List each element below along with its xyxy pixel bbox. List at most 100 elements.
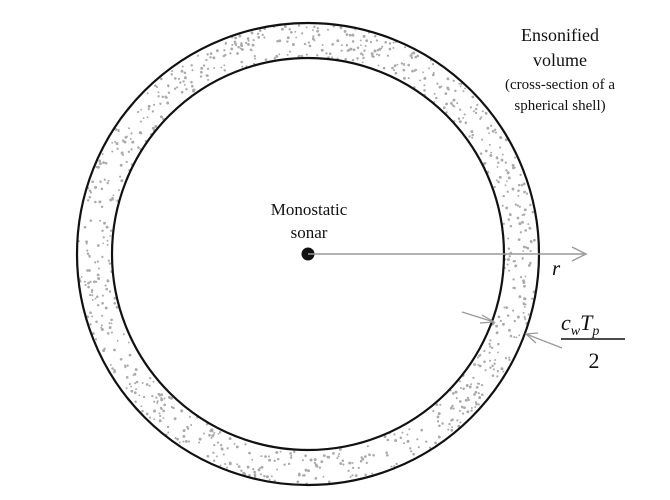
stipple-dot — [499, 146, 502, 149]
stipple-dot — [441, 422, 444, 425]
stipple-dot — [94, 200, 97, 204]
stipple-dot — [337, 455, 340, 458]
stipple-dot — [477, 403, 480, 406]
stipple-dot — [178, 441, 181, 444]
stipple-dot — [162, 409, 166, 413]
stipple-dot — [432, 410, 435, 413]
stipple-dot — [223, 49, 226, 52]
stipple-dot — [522, 311, 525, 314]
stipple-dot — [88, 255, 91, 258]
stipple-dot — [205, 74, 209, 77]
stipple-dot — [377, 54, 381, 57]
stipple-dot — [369, 41, 372, 44]
stipple-dot — [171, 70, 174, 73]
stipple-dot — [128, 383, 131, 386]
stipple-dot — [116, 339, 119, 342]
stipple-dot — [488, 345, 492, 348]
stipple-dot — [349, 47, 352, 50]
stipple-dot — [507, 176, 511, 180]
stipple-dot — [519, 173, 522, 177]
stipple-dot — [151, 394, 154, 398]
stipple-dot — [467, 398, 470, 402]
stipple-dot — [223, 69, 226, 72]
stipple-dot — [89, 219, 93, 222]
stipple-dot — [496, 351, 499, 354]
stipple-dot — [228, 461, 232, 465]
stipple-dot — [359, 44, 362, 47]
stipple-dot — [380, 47, 383, 50]
stipple-dot — [268, 455, 270, 458]
stipple-dot — [96, 260, 100, 263]
stipple-dot — [200, 66, 204, 70]
stipple-dot — [173, 87, 177, 91]
stipple-dot — [388, 47, 392, 51]
stipple-dot — [458, 380, 461, 383]
stipple-dot — [159, 115, 163, 119]
stipple-dot — [475, 402, 478, 406]
stipple-dot — [127, 150, 131, 154]
stipple-dot — [382, 66, 386, 70]
stipple-dot — [513, 319, 516, 323]
stipple-dot — [478, 354, 481, 358]
stipple-dot — [230, 47, 234, 51]
stipple-dot — [435, 403, 439, 406]
stipple-dot — [447, 428, 450, 431]
stipple-dot — [473, 393, 476, 396]
stipple-dot — [303, 42, 307, 46]
stipple-dot — [496, 165, 499, 168]
stipple-dot — [493, 128, 497, 131]
stipple-dot — [312, 29, 314, 32]
stipple-dot — [506, 190, 509, 193]
stipple-dot — [495, 331, 499, 335]
stipple-dot — [507, 171, 510, 174]
stipple-dot — [505, 180, 508, 183]
stipple-dot — [162, 417, 165, 419]
stipple-dot — [210, 437, 213, 439]
stipple-dot — [524, 275, 527, 278]
stipple-dot — [496, 375, 499, 378]
stipple-dot — [521, 220, 524, 224]
stipple-dot — [409, 54, 413, 58]
stipple-dot — [141, 382, 144, 384]
stipple-dot — [301, 459, 304, 462]
stipple-dot — [472, 110, 475, 113]
stipple-dot — [250, 31, 254, 35]
stipple-dot — [474, 111, 478, 115]
stipple-dot — [372, 55, 375, 58]
stipple-dot — [253, 470, 257, 474]
stipple-dot — [107, 179, 110, 182]
stipple-dot — [110, 331, 113, 334]
stipple-dot — [477, 392, 480, 395]
stipple-dot — [458, 82, 461, 85]
stipple-dot — [438, 424, 441, 428]
stipple-dot — [340, 49, 343, 52]
stipple-dot — [478, 396, 482, 400]
stipple-dot — [399, 436, 403, 440]
stipple-dot — [234, 42, 237, 45]
stipple-dot — [99, 219, 102, 222]
stipple-dot — [86, 252, 90, 255]
stipple-dot — [157, 91, 160, 94]
stipple-dot — [99, 180, 102, 183]
stipple-dot — [484, 111, 487, 114]
stipple-dot — [119, 175, 122, 178]
stipple-dot — [518, 334, 521, 337]
stipple-dot — [501, 204, 504, 207]
stipple-dot — [449, 406, 453, 410]
stipple-dot — [112, 194, 115, 197]
stipple-dot — [311, 37, 315, 41]
stipple-dot — [84, 283, 87, 287]
stipple-dot — [130, 385, 133, 388]
stipple-dot — [159, 414, 162, 418]
stipple-dot — [102, 242, 105, 245]
stipple-dot — [131, 140, 135, 144]
stipple-dot — [136, 110, 140, 114]
stipple-dot — [488, 132, 490, 135]
stipple-dot — [486, 126, 490, 130]
stipple-dot — [134, 368, 138, 372]
stipple-dot — [140, 108, 142, 111]
stipple-dot — [216, 441, 220, 444]
stipple-dot — [364, 473, 367, 477]
stipple-dot — [111, 150, 114, 153]
stipple-dot — [348, 461, 352, 465]
